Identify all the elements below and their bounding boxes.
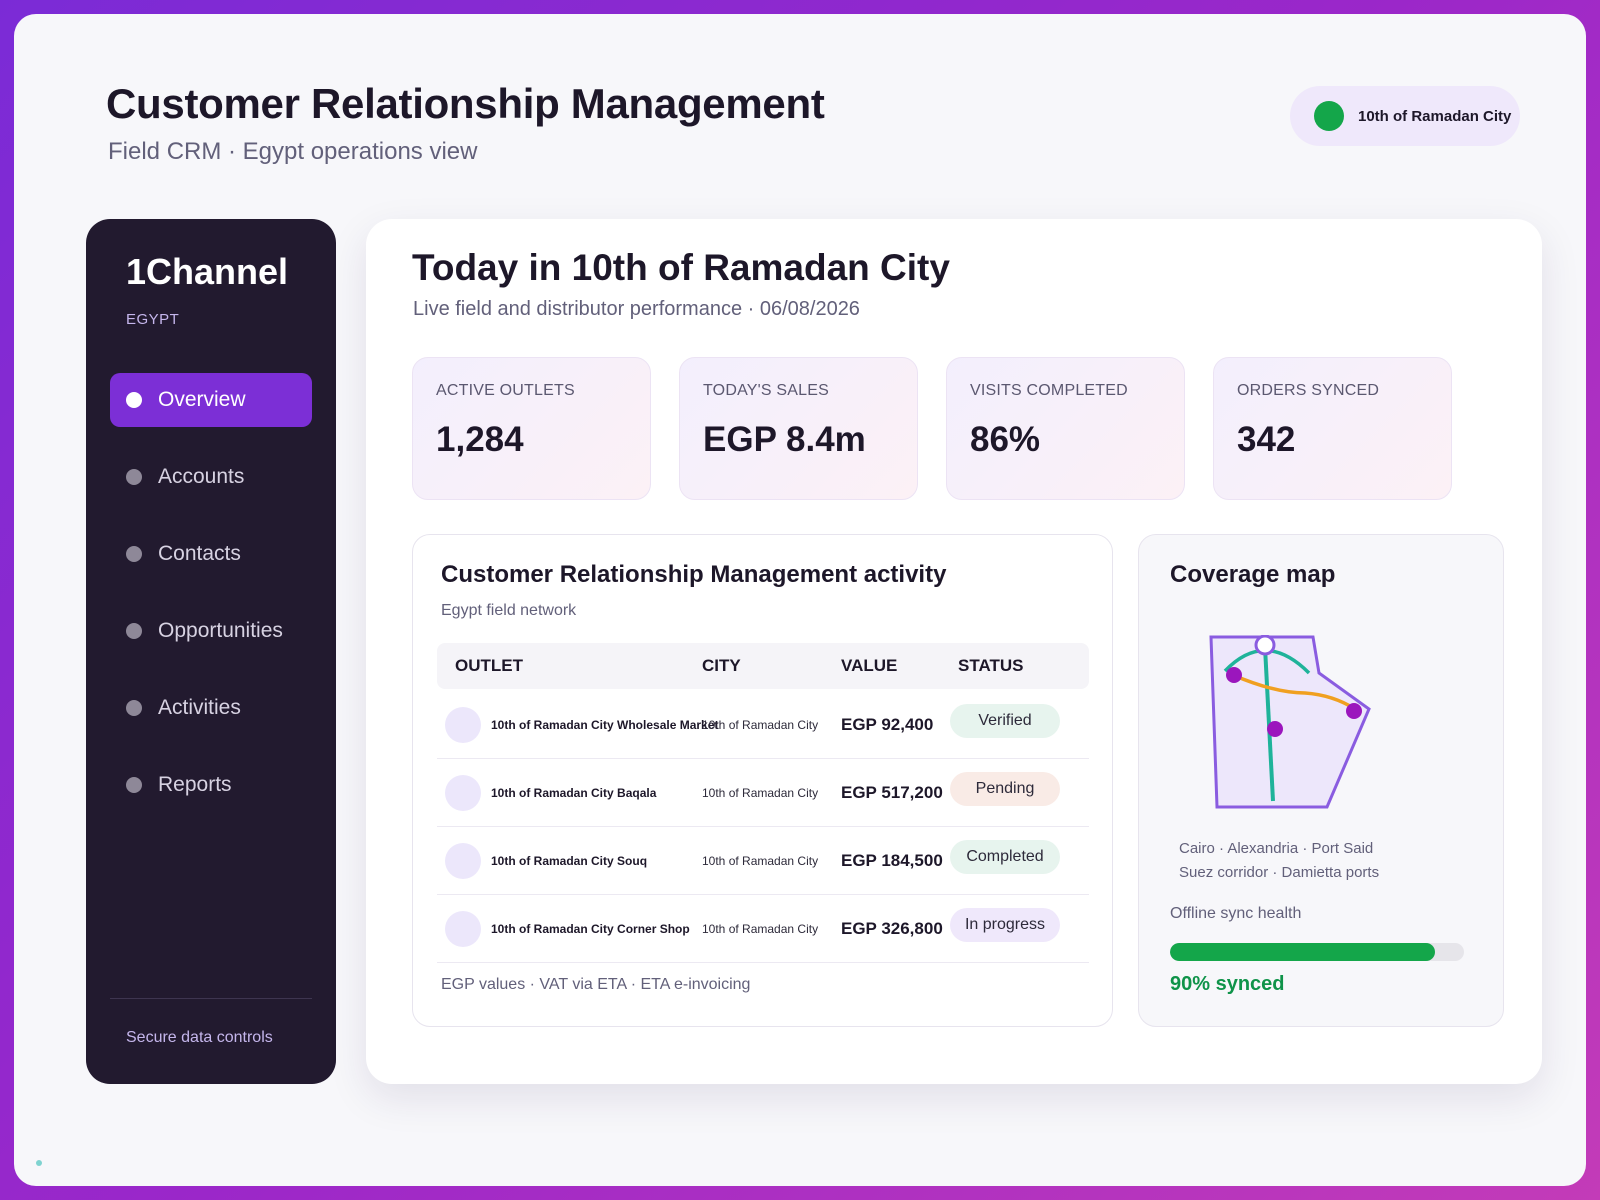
map-caption-line: Cairo · Alexandria · Port Said xyxy=(1179,840,1374,857)
sidebar-divider xyxy=(110,998,312,999)
status-badge: Pending xyxy=(950,772,1060,806)
coverage-map[interactable] xyxy=(1205,635,1385,825)
outlet-city: 10th of Ramadan City xyxy=(702,922,819,936)
outlet-city: 10th of Ramadan City xyxy=(702,854,819,868)
status-badge: Completed xyxy=(950,840,1060,874)
bullet-icon xyxy=(126,469,142,485)
sidebar-item-label: Reports xyxy=(158,773,232,796)
coverage-panel: Coverage map Cairo · Alexandria · Port S… xyxy=(1138,534,1504,1027)
bullet-icon xyxy=(126,700,142,716)
brand-region: EGYPT xyxy=(126,311,180,328)
table-header: OUTLET CITY VALUE STATUS xyxy=(437,643,1089,689)
location-marker[interactable] xyxy=(1267,721,1283,737)
column-header-value[interactable]: VALUE xyxy=(841,656,898,675)
hub-marker[interactable] xyxy=(1254,635,1276,656)
activity-footnote: EGP values · VAT via ETA · ETA e-invoici… xyxy=(441,976,751,993)
activity-panel: Customer Relationship Management activit… xyxy=(412,534,1113,1027)
sidebar-item-contacts[interactable]: Contacts xyxy=(110,527,312,581)
kpi-label: ORDERS SYNCED xyxy=(1237,382,1380,399)
route-corridor xyxy=(1232,673,1356,711)
kpi-card-active-outlets: ACTIVE OUTLETS 1,284 xyxy=(412,357,651,500)
outlet-value: EGP 326,800 xyxy=(841,919,943,938)
status-badge: In progress xyxy=(950,908,1060,942)
outlet-name: 10th of Ramadan City Corner Shop xyxy=(491,922,690,936)
table-row[interactable]: 10th of Ramadan City Corner Shop 10th of… xyxy=(437,895,1089,963)
sync-progress-fill xyxy=(1170,943,1435,961)
sidebar-item-overview[interactable]: Overview xyxy=(110,373,312,427)
outlet-city: 10th of Ramadan City xyxy=(702,786,819,800)
main-panel: Today in 10th of Ramadan City Live field… xyxy=(366,219,1542,1084)
kpi-label: TODAY'S SALES xyxy=(703,382,829,399)
kpi-value: 86% xyxy=(970,420,1041,459)
activity-subtitle: Egypt field network xyxy=(441,602,577,619)
map-caption-line: Suez corridor · Damietta ports xyxy=(1179,864,1380,881)
kpi-card-visits-completed: VISITS COMPLETED 86% xyxy=(946,357,1185,500)
kpi-label: ACTIVE OUTLETS xyxy=(436,382,575,399)
kpi-value: 1,284 xyxy=(436,420,524,459)
sync-progress-bar xyxy=(1170,943,1464,961)
sidebar-item-label: Activities xyxy=(158,696,241,719)
status-dot-icon xyxy=(1314,101,1344,131)
column-header-city[interactable]: CITY xyxy=(702,656,741,675)
table-row[interactable]: 10th of Ramadan City Baqala 10th of Rama… xyxy=(437,759,1089,827)
table-row[interactable]: 10th of Ramadan City Souq 10th of Ramada… xyxy=(437,827,1089,895)
location-label: 10th of Ramadan City xyxy=(1358,107,1512,125)
outlet-name: 10th of Ramadan City Souq xyxy=(491,854,648,868)
kpi-card-orders-synced: ORDERS SYNCED 342 xyxy=(1213,357,1452,500)
bullet-icon xyxy=(126,392,142,408)
status-badge: Verified xyxy=(950,704,1060,738)
table-row[interactable]: 10th of Ramadan City Wholesale Market 10… xyxy=(437,691,1089,759)
bullet-icon xyxy=(126,777,142,793)
brand-logo: 1Channel xyxy=(126,251,289,292)
activity-title: Customer Relationship Management activit… xyxy=(441,561,947,588)
sidebar-item-accounts[interactable]: Accounts xyxy=(110,450,312,504)
avatar xyxy=(445,911,481,947)
kpi-card-todays-sales: TODAY'S SALES EGP 8.4m xyxy=(679,357,918,500)
column-header-status[interactable]: STATUS xyxy=(958,656,1024,675)
status-indicator xyxy=(36,1160,42,1166)
kpi-value: EGP 8.4m xyxy=(703,420,866,459)
sidebar-item-label: Opportunities xyxy=(158,619,283,642)
table-body: 10th of Ramadan City Wholesale Market 10… xyxy=(437,691,1089,963)
location-selector[interactable]: 10th of Ramadan City xyxy=(1290,86,1520,146)
sidebar-item-activities[interactable]: Activities xyxy=(110,681,312,735)
region-outline xyxy=(1209,635,1371,809)
column-header-outlet[interactable]: OUTLET xyxy=(455,656,523,675)
avatar xyxy=(445,707,481,743)
map-caption: Cairo · Alexandria · Port Said Suez corr… xyxy=(1179,837,1379,885)
outlet-value: EGP 184,500 xyxy=(841,851,943,870)
kpi-row: ACTIVE OUTLETS 1,284 TODAY'S SALES EGP 8… xyxy=(412,357,1452,500)
outlet-name: 10th of Ramadan City Wholesale Market xyxy=(491,718,719,732)
kpi-label: VISITS COMPLETED xyxy=(970,382,1128,399)
page-subtitle: Field CRM · Egypt operations view xyxy=(108,138,478,165)
kpi-value: 342 xyxy=(1237,420,1296,459)
app-window: Customer Relationship Management Field C… xyxy=(14,14,1586,1186)
secure-data-link[interactable]: Secure data controls xyxy=(126,1029,273,1046)
bullet-icon xyxy=(126,623,142,639)
coverage-title: Coverage map xyxy=(1170,561,1336,588)
sidebar-item-label: Accounts xyxy=(158,465,245,488)
sidebar-item-label: Contacts xyxy=(158,542,241,565)
sidebar-item-label: Overview xyxy=(158,388,246,411)
sidebar-item-opportunities[interactable]: Opportunities xyxy=(110,604,312,658)
page-title: Customer Relationship Management xyxy=(106,80,825,127)
location-marker[interactable] xyxy=(1226,667,1242,683)
bullet-icon xyxy=(126,546,142,562)
sync-value: 90% synced xyxy=(1170,973,1285,995)
dashboard-title: Today in 10th of Ramadan City xyxy=(412,247,950,288)
outlet-value: EGP 517,200 xyxy=(841,783,943,802)
outlet-city: 10th of Ramadan City xyxy=(702,718,819,732)
sidebar-nav: Overview Accounts Contacts Opportunities… xyxy=(110,373,312,835)
sidebar: 1Channel EGYPT Overview Accounts Contact… xyxy=(86,219,336,1084)
outlet-value: EGP 92,400 xyxy=(841,715,934,734)
avatar xyxy=(445,843,481,879)
sidebar-item-reports[interactable]: Reports xyxy=(110,758,312,812)
sync-health-label: Offline sync health xyxy=(1170,905,1302,922)
avatar xyxy=(445,775,481,811)
outlet-name: 10th of Ramadan City Baqala xyxy=(491,786,657,800)
dashboard-subtitle: Live field and distributor performance ·… xyxy=(413,298,860,320)
location-marker[interactable] xyxy=(1346,703,1362,719)
